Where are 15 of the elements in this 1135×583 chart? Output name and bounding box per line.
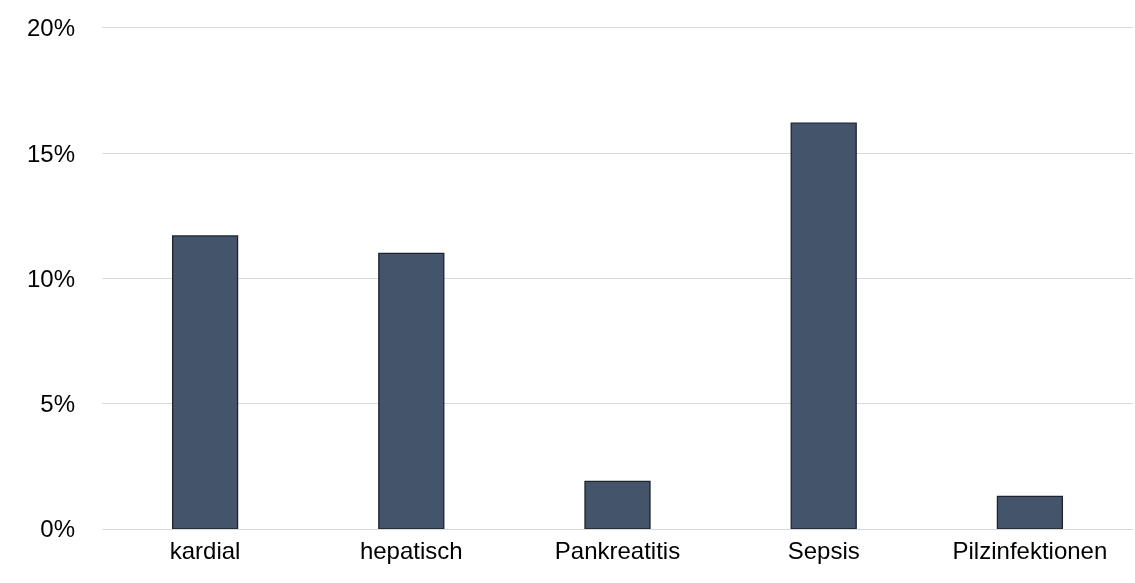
bar [790,122,857,529]
y-tick-label: 20% [26,14,75,42]
y-tick-label: 0% [40,515,75,543]
bar [171,235,239,529]
x-tick-label: kardial [169,536,241,564]
x-tick-label: Pankreatitis [554,536,681,564]
x-tick-label: Pilzinfektionen [952,536,1108,564]
bar [996,495,1064,529]
x-tick-label: hepatisch [359,536,463,564]
y-tick-label: 10% [26,264,75,292]
x-tick-label: Sepsis [787,536,860,564]
bar [378,252,445,529]
bar [584,480,651,529]
y-tick-label: 5% [40,390,75,418]
y-tick-label: 15% [26,139,75,167]
